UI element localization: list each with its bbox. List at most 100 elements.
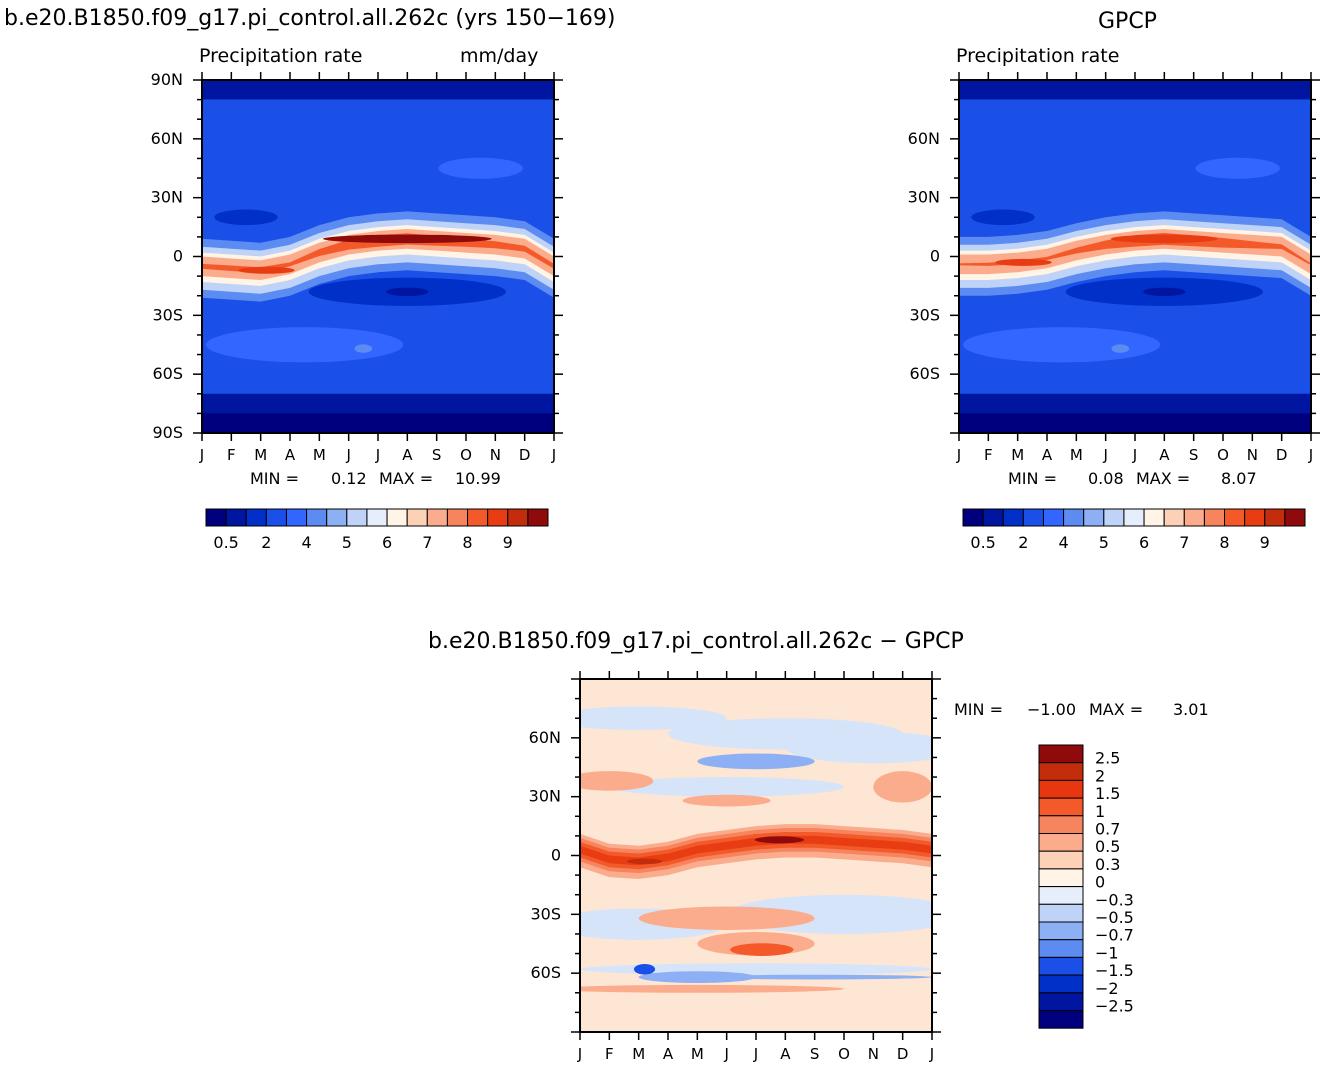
p1-field-dry-north [214,209,278,226]
p3-field [580,679,932,1032]
p3-colorbar-box [1038,762,1084,781]
p2-itcz-level-5 [959,233,1311,266]
p2-colorbar-label: 9 [1260,533,1270,552]
p3-colorbar-box [1038,815,1084,834]
p2-x-tick-label: M [1011,446,1024,464]
panel3-max-label: MAX = [1089,700,1144,719]
p1-itcz-core [322,234,492,244]
p3-field-positive-patch [580,771,654,791]
p3-x-tick-label: D [897,1045,909,1063]
p2-colorbar-box [962,508,984,527]
p3-colorbar-label: 1 [1095,802,1105,821]
p1-y-tick-label: 90S [152,423,183,442]
p2-x-tick-label: A [1042,446,1053,464]
p1-colorbar-box [366,508,388,527]
p2-x-tick-label: S [1189,446,1199,464]
p3-colorbar-label: 0.7 [1095,820,1120,839]
p1-colorbar-box [346,508,368,527]
p1-x-tick-label: J [551,446,556,464]
p3-field-negative-core [697,974,932,980]
p2-x-tick-label: J [1308,446,1313,464]
panel2-min-value: 0.08 [1088,469,1124,488]
p1-colorbar-label: 0.5 [213,533,238,552]
p3-colorbar-box [1038,833,1084,852]
p1-field-storm-south [206,327,404,363]
p3-field-negative-patch [580,963,932,976]
p1-field-south-pole-core [202,413,554,433]
p2-x-tick-label: N [1247,446,1258,464]
p3-colorbar-box [1038,956,1084,976]
p1-x-tick-label: A [402,446,413,464]
p3-colorbar-label: −1.5 [1095,961,1134,980]
p2-x-tick-label: O [1217,446,1229,464]
p3-colorbar-box [1038,886,1084,905]
p2-x-tick-label: F [984,446,993,464]
p2-y-tick-label: 60N [908,129,940,148]
panel1-min-value: 0.12 [331,469,367,488]
p3-colorbar-label: 0 [1095,873,1105,892]
p3-colorbar-box [1038,797,1084,817]
p2-colorbar-box [1284,508,1306,527]
p3-x-tick-label: N [868,1045,879,1063]
p3-field-negative-patch [785,731,932,764]
p2-colorbar-box [1203,508,1226,527]
p1-y-tick-label: 60S [152,364,183,383]
p3-colorbar-box [1038,744,1084,764]
p3-x-tick-label: A [663,1045,674,1063]
p2-x-tick-label: A [1159,446,1170,464]
p3-colorbar-label: −1 [1095,943,1119,962]
p3-field-negative-patch [609,777,845,797]
p3-colorbar-label: −2 [1095,979,1119,998]
p3-colorbar-label: 1.5 [1095,784,1120,803]
p2-field-north-pole [959,80,1311,100]
p1-x-tick-label: A [285,446,296,464]
p3-x-tick-label: J [753,1045,758,1063]
p1-colorbar-box [467,508,489,527]
p2-colorbar-box [1244,508,1266,527]
p3-field-negative-core [638,971,756,983]
p3-x-tick-label: M [632,1045,645,1063]
p3-colorbar-label: −0.7 [1095,926,1134,945]
p2-colorbar-label: 8 [1219,533,1229,552]
p1-field-north-pole [202,80,554,100]
p1-itcz-spring-core [238,266,295,274]
panel1-units: mm/day [460,45,539,67]
p2-colorbar-label: 5 [1099,533,1109,552]
panel2-max-value: 8.07 [1221,469,1257,488]
p3-colorbar-box [1038,850,1084,870]
p3-colorbar-label: 2.5 [1095,749,1120,768]
p3-y-tick-label: 60N [529,728,561,747]
p1-colorbar-box [225,508,247,527]
p1-y-tick-label: 60N [151,129,183,148]
p3-colorbar-label: 0.5 [1095,837,1120,856]
p1-colorbar-box [446,508,469,527]
p3-y-tick-label: 30S [530,904,561,923]
p3-x-tick-label: F [605,1045,614,1063]
panel3-min-value: −1.00 [1027,700,1077,719]
p2-y-tick-label: 30N [908,188,940,207]
p3-field-negative-core [697,753,815,770]
p2-itcz-core [1110,234,1218,244]
p2-colorbar-box [1183,508,1205,527]
p2-colorbar-label: 0.5 [970,533,995,552]
p2-x-tick-label: J [1132,446,1137,464]
p3-band-core [754,836,805,844]
p2-colorbar-label: 4 [1058,533,1068,552]
p1-field-dry-south-core [386,287,429,297]
p1-colorbar-label: 5 [342,533,352,552]
p3-field-positive-patch [638,906,815,931]
p1-colorbar-box [205,508,227,527]
p2-colorbar-box [1224,508,1246,527]
p1-x-tick-label: S [432,446,442,464]
p3-colorbar-label: 2 [1095,766,1105,785]
p2-field-dry-north [971,209,1035,226]
p3-colorbar-box [1038,992,1084,1011]
panel3-title: b.e20.B1850.f09_g17.pi_control.all.262c … [428,629,964,654]
p3-colorbar-box [1038,779,1084,799]
panel1-max-value: 10.99 [455,469,501,488]
p1-y-tick-label: 30N [151,188,183,207]
p3-x-tick-label: M [691,1045,704,1063]
p1-colorbar-label: 2 [261,533,271,552]
p3-colorbar-box [1038,974,1084,994]
